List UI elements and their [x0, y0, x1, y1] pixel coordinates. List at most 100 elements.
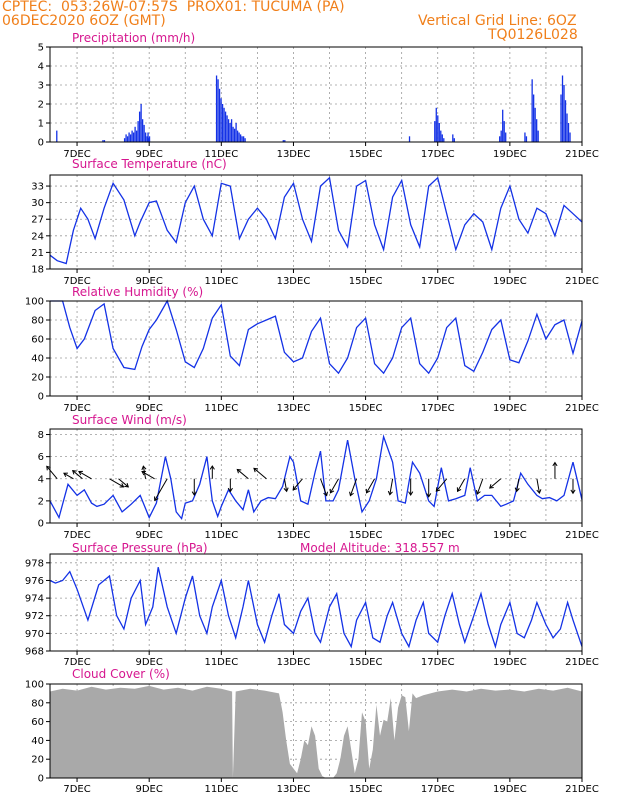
precip-bar — [564, 100, 567, 142]
wind-arrow-head — [141, 465, 147, 471]
wind-arrow-head — [78, 470, 83, 476]
panel-frame — [49, 553, 583, 652]
precip-bar — [143, 124, 145, 142]
x-tick-label: 11DEC — [204, 784, 238, 795]
wind-arrow — [456, 478, 466, 493]
wind-arrow-head — [63, 472, 68, 478]
panel-2 — [46, 299, 583, 400]
precip-bar — [531, 79, 533, 142]
wind-arrow-head — [426, 493, 432, 498]
wind-arrow — [154, 478, 168, 502]
x-tick-label: 13DEC — [277, 276, 311, 287]
y-tick-label: 0 — [38, 138, 44, 149]
x-tick-label: 17DEC — [421, 530, 455, 541]
x-tick-label: 11DEC — [204, 276, 238, 287]
x-tick-label: 19DEC — [493, 276, 527, 287]
wind-arrow — [320, 478, 329, 497]
precip-bar — [567, 123, 570, 142]
panel-title: Cloud Cover (%) — [72, 667, 170, 681]
wind-arrow-head — [119, 483, 125, 488]
precip-bar — [505, 132, 507, 142]
precip-bar — [232, 126, 234, 142]
y-tick-label: 2 — [38, 496, 44, 507]
precip-bar — [563, 85, 565, 142]
wind-arrow — [109, 478, 125, 488]
y-tick-label: 3 — [38, 81, 44, 92]
x-tick-label: 9DEC — [135, 149, 162, 160]
series-line — [49, 176, 583, 265]
y-tick-label: 100 — [25, 680, 44, 691]
wind-arrow-shaft — [389, 478, 394, 495]
y-tick-label: 8 — [38, 430, 44, 441]
x-tick-label: 13DEC — [277, 403, 311, 414]
precip-bar — [499, 136, 501, 142]
precip-bar — [569, 132, 571, 142]
panel-4 — [46, 553, 583, 655]
header-station: CPTEC: 053:26W-07:57S PROX01: TUCUMA (PA… — [2, 0, 345, 15]
x-tick-label: 15DEC — [349, 657, 383, 668]
wind-arrow-shaft — [109, 478, 124, 488]
precip-bar — [229, 123, 231, 142]
precip-bar — [224, 111, 227, 142]
panel-title: Surface Temperature (nC) — [72, 157, 227, 171]
y-tick-label: 2 — [38, 100, 44, 111]
panel-title: Precipitation (mm/h) — [72, 31, 195, 45]
wind-arrow-shaft — [141, 471, 155, 480]
x-tick-label: 19DEC — [493, 403, 527, 414]
y-tick-label: 970 — [25, 629, 44, 640]
panel-frame — [49, 428, 583, 524]
x-tick-label: 7DEC — [63, 149, 90, 160]
wind-arrow-head — [209, 465, 215, 470]
x-tick-label: 11DEC — [204, 149, 238, 160]
wind-arrow — [236, 468, 249, 480]
y-tick-label: 0 — [38, 519, 44, 530]
precip-bar — [282, 140, 284, 142]
precip-bar — [221, 104, 224, 142]
x-tick-label: 9DEC — [135, 403, 162, 414]
x-tick-label: 9DEC — [135, 276, 162, 287]
precip-bar — [129, 134, 132, 142]
wind-arrow — [489, 478, 502, 489]
precip-bar — [126, 136, 129, 142]
panel-title: Surface Pressure (hPa) — [72, 541, 208, 555]
precip-bar — [140, 104, 142, 142]
wind-arrow — [536, 478, 542, 494]
wind-arrow — [435, 478, 448, 492]
wind-arrow-head — [236, 468, 242, 474]
wind-arrow-shaft — [154, 478, 168, 501]
y-tick-label: 30 — [31, 198, 44, 209]
precip-bar — [141, 119, 144, 142]
precip-bar — [537, 130, 539, 142]
x-tick-label: 13DEC — [277, 530, 311, 541]
wind-arrow-head — [141, 470, 147, 476]
series-line — [49, 434, 583, 521]
panel-frame — [49, 683, 583, 779]
y-tick-label: 4 — [38, 62, 44, 73]
panel-annotation: Model Altitude: 318.557 m — [300, 541, 460, 555]
y-tick-label: 18 — [31, 265, 44, 276]
y-tick-label: 21 — [31, 248, 44, 259]
precip-bar — [138, 111, 141, 142]
y-tick-label: 33 — [31, 182, 44, 193]
wind-arrow-head — [475, 490, 481, 495]
y-tick-label: 4 — [38, 474, 44, 485]
series-line — [50, 299, 583, 375]
panel-frame — [49, 46, 583, 143]
wind-arrow-shaft — [320, 478, 328, 496]
y-tick-label: 0 — [38, 392, 44, 403]
x-tick-label: 7DEC — [63, 657, 90, 668]
precip-bar — [503, 121, 505, 142]
x-tick-label: 15DEC — [349, 530, 383, 541]
wind-arrow-head — [253, 467, 258, 473]
precip-bar — [524, 132, 526, 142]
precip-bar — [217, 79, 219, 142]
x-tick-label: 13DEC — [277, 149, 311, 160]
wind-arrow-shaft — [457, 478, 466, 492]
wind-arrow-shaft — [46, 465, 58, 480]
precip-bar — [233, 128, 236, 142]
y-tick-label: 20 — [31, 373, 44, 384]
wind-arrow-head — [552, 461, 558, 467]
precip-bar — [223, 107, 225, 142]
wind-arrow-head — [292, 485, 298, 491]
x-tick-label: 13DEC — [277, 784, 311, 795]
